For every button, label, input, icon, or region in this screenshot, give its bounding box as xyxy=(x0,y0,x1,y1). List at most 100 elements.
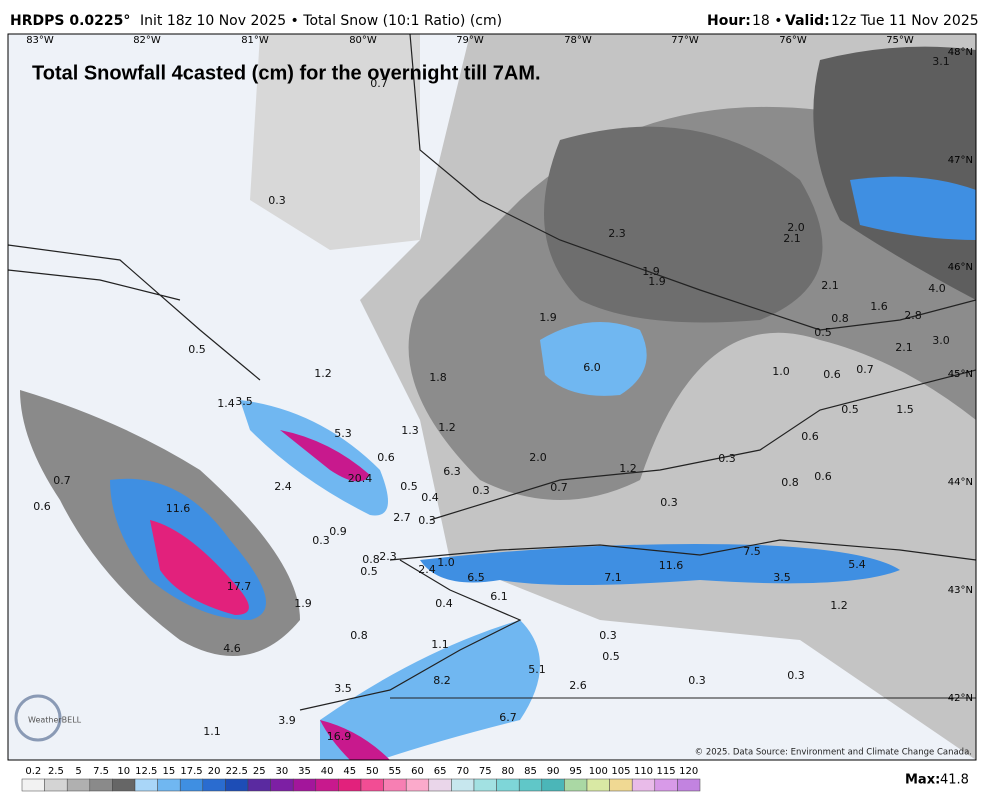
snow-value: 0.3 xyxy=(599,629,617,642)
border-line xyxy=(8,244,261,381)
snow-value: 11.6 xyxy=(166,502,191,515)
logo-text: WeatherBELL xyxy=(28,716,82,725)
colorbar-tick-label: 7.5 xyxy=(93,766,109,777)
colorbar-tick-label: 55 xyxy=(389,766,402,777)
colorbar-tick-label: 65 xyxy=(434,766,447,777)
colorbar-swatch xyxy=(338,778,362,792)
snow-area xyxy=(150,520,249,615)
colorbar-tick-label: 70 xyxy=(456,766,469,777)
colorbar-swatch xyxy=(631,778,656,792)
snow-value: 1.0 xyxy=(437,556,455,569)
colorbar-tick-label: 2.5 xyxy=(48,766,64,777)
colorbar-swatch xyxy=(315,778,339,792)
snow-value: 0.8 xyxy=(350,629,368,642)
snow-value: 3.1 xyxy=(932,55,950,68)
snow-value: 1.2 xyxy=(619,462,637,475)
snow-value: 3.0 xyxy=(932,334,950,347)
snow-value: 0.5 xyxy=(602,650,620,663)
colorbar-swatch xyxy=(541,778,565,792)
longitude-label: 82°W xyxy=(133,35,161,46)
snow-value: 7.1 xyxy=(604,571,622,584)
map-frame xyxy=(7,33,977,761)
colorbar-tick-label: 17.5 xyxy=(180,766,202,777)
colorbar-tick-label: 50 xyxy=(366,766,379,777)
colorbar-tick-label: 15 xyxy=(163,766,176,777)
snow-value: 2.3 xyxy=(379,550,397,563)
colorbar-swatch xyxy=(44,778,68,792)
snow-value: 1.1 xyxy=(203,725,221,738)
colorbar-tick-label: 12.5 xyxy=(135,766,157,777)
snow-area xyxy=(850,176,976,240)
colorbar-tick-label: 0.2 xyxy=(25,766,41,777)
snow-value: 1.3 xyxy=(401,424,419,437)
longitude-label: 75°W xyxy=(886,35,914,46)
snow-value: 0.3 xyxy=(688,674,706,687)
snow-value: 1.9 xyxy=(294,597,312,610)
colorbar-swatch xyxy=(179,778,204,792)
colorbar-swatch xyxy=(21,778,45,792)
colorbar-swatch xyxy=(202,778,226,792)
colorbar-swatch xyxy=(383,778,407,792)
snow-value: 1.4 xyxy=(217,397,235,410)
snow-value: 0.3 xyxy=(268,194,286,207)
map: Total Snowfall 4casted (cm) for the over… xyxy=(7,33,977,761)
valid-value: 12z Tue 11 Nov 2025 xyxy=(831,13,979,29)
latitude-label: 43°N xyxy=(948,585,973,596)
border-line xyxy=(299,539,976,711)
colorbar-swatch xyxy=(451,778,475,792)
snow-value: 1.1 xyxy=(431,638,449,651)
snow-value: 0.5 xyxy=(360,565,378,578)
snow-value: 1.2 xyxy=(830,599,848,612)
snow-value: 0.5 xyxy=(841,403,859,416)
snow-value: 0.4 xyxy=(421,491,439,504)
snow-value: 2.3 xyxy=(608,227,626,240)
colorbar-swatch xyxy=(270,778,294,792)
snow-value: 0.6 xyxy=(801,430,819,443)
snow-value: 1.0 xyxy=(772,365,790,378)
snow-value: 1.6 xyxy=(870,300,888,313)
snow-value: 1.2 xyxy=(314,367,332,380)
snow-value: 3.5 xyxy=(235,395,253,408)
longitude-label: 80°W xyxy=(349,35,377,46)
snow-value: 2.0 xyxy=(529,451,547,464)
snow-value: 0.7 xyxy=(856,363,874,376)
colorbar-tick-label: 30 xyxy=(276,766,289,777)
snow-area xyxy=(320,620,540,760)
snow-value: 0.8 xyxy=(831,312,849,325)
colorbar-swatch xyxy=(609,778,633,792)
snow-value: 0.8 xyxy=(362,553,380,566)
snow-value: 3.5 xyxy=(773,571,791,584)
snow-value: 5.1 xyxy=(528,663,546,676)
colorbar-tick-label: 110 xyxy=(634,766,653,777)
hour-value: 18 • xyxy=(752,13,783,29)
colorbar-tick-label: 45 xyxy=(343,766,356,777)
snow-value: 2.8 xyxy=(904,309,922,322)
snow-value: 20.4 xyxy=(348,472,373,485)
snow-value: 0.5 xyxy=(814,326,832,339)
colorbar-swatch xyxy=(134,778,158,792)
colorbar-swatch xyxy=(360,778,384,792)
colorbar-tick-label: 10 xyxy=(117,766,130,777)
colorbar-tick-label: 40 xyxy=(321,766,334,777)
colorbar-tick-label: 105 xyxy=(611,766,630,777)
snow-value: 0.4 xyxy=(435,597,453,610)
snow-value: 0.6 xyxy=(814,470,832,483)
colorbar-tick-label: 20 xyxy=(208,766,221,777)
snow-value: 4.0 xyxy=(928,282,946,295)
snow-value: 1.9 xyxy=(648,275,666,288)
valid-label: Valid: xyxy=(785,13,830,29)
snow-value: 2.6 xyxy=(569,679,587,692)
snow-value: 1.8 xyxy=(429,371,447,384)
snow-value: 3.9 xyxy=(278,714,296,727)
colorbar-swatch xyxy=(518,778,543,792)
snow-value: 2.4 xyxy=(418,563,436,576)
overlay-title: Total Snowfall 4casted (cm) for the over… xyxy=(32,62,541,84)
snow-value: 0.5 xyxy=(188,343,206,356)
snow-value: 6.5 xyxy=(467,571,485,584)
colorbar-tick-label: 90 xyxy=(547,766,560,777)
snow-value: 0.7 xyxy=(53,474,71,487)
latitude-label: 48°N xyxy=(948,47,973,58)
model-name: HRDPS 0.0225° xyxy=(10,13,130,29)
snow-value: 0.5 xyxy=(400,480,418,493)
snow-value: 0.8 xyxy=(781,476,799,489)
